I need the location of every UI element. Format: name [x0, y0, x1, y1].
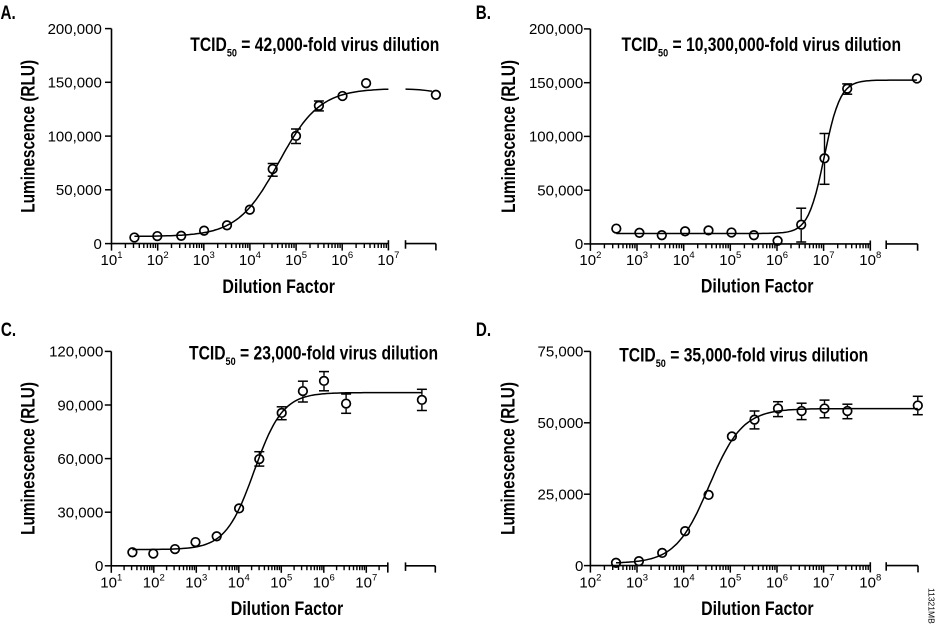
svg-text:100,000: 100,000 — [48, 128, 102, 145]
svg-text:Luminescence (RLU): Luminescence (RLU) — [497, 60, 519, 213]
svg-text:108: 108 — [859, 573, 881, 592]
svg-text:103: 103 — [626, 573, 648, 592]
svg-text:25,000: 25,000 — [538, 487, 584, 504]
svg-text:107: 107 — [355, 573, 377, 592]
svg-text:11321MB: 11321MB — [926, 588, 936, 624]
svg-text:106: 106 — [331, 250, 353, 269]
svg-text:Luminescence (RLU): Luminescence (RLU) — [17, 60, 39, 213]
svg-text:0: 0 — [575, 558, 583, 575]
svg-text:A.: A. — [1, 1, 16, 23]
svg-text:D.: D. — [476, 318, 491, 340]
svg-text:50,000: 50,000 — [56, 182, 102, 199]
svg-text:50,000: 50,000 — [538, 415, 584, 432]
svg-text:105: 105 — [270, 573, 292, 592]
svg-text:105: 105 — [719, 250, 741, 269]
svg-text:102: 102 — [147, 250, 169, 269]
svg-text:0: 0 — [95, 558, 103, 575]
svg-text:120,000: 120,000 — [49, 344, 103, 361]
svg-text:0: 0 — [93, 236, 101, 253]
svg-text:75,000: 75,000 — [538, 344, 584, 361]
svg-text:150,000: 150,000 — [529, 75, 583, 92]
svg-text:106: 106 — [766, 573, 788, 592]
svg-text:108: 108 — [859, 250, 881, 269]
svg-text:150,000: 150,000 — [48, 75, 102, 92]
svg-text:105: 105 — [719, 573, 741, 592]
svg-text:102: 102 — [143, 573, 165, 592]
svg-text:100,000: 100,000 — [529, 129, 583, 146]
svg-text:102: 102 — [579, 573, 601, 592]
svg-text:Luminescence (RLU): Luminescence (RLU) — [17, 382, 39, 535]
svg-text:107: 107 — [813, 250, 835, 269]
svg-text:102: 102 — [579, 250, 601, 269]
svg-text:B.: B. — [476, 1, 491, 23]
svg-text:105: 105 — [285, 250, 307, 269]
svg-text:0: 0 — [575, 236, 583, 253]
svg-text:200,000: 200,000 — [48, 21, 102, 38]
svg-text:Dilution Factor: Dilution Factor — [701, 598, 814, 620]
svg-text:90,000: 90,000 — [57, 397, 103, 414]
svg-text:101: 101 — [100, 573, 122, 592]
svg-text:107: 107 — [377, 250, 399, 269]
svg-text:60,000: 60,000 — [57, 451, 103, 468]
svg-text:107: 107 — [813, 573, 835, 592]
svg-text:103: 103 — [193, 250, 215, 269]
svg-text:200,000: 200,000 — [529, 21, 583, 38]
svg-text:Dilution Factor: Dilution Factor — [701, 275, 814, 297]
svg-text:103: 103 — [626, 250, 648, 269]
svg-text:104: 104 — [673, 573, 695, 592]
svg-text:Dilution Factor: Dilution Factor — [222, 275, 335, 297]
svg-text:104: 104 — [239, 250, 261, 269]
svg-text:106: 106 — [313, 573, 335, 592]
svg-text:C.: C. — [1, 318, 16, 340]
svg-text:50,000: 50,000 — [537, 183, 583, 200]
svg-text:Dilution Factor: Dilution Factor — [231, 597, 344, 619]
svg-text:101: 101 — [101, 250, 123, 269]
svg-text:104: 104 — [673, 250, 695, 269]
svg-text:104: 104 — [228, 573, 250, 592]
svg-text:103: 103 — [185, 573, 207, 592]
svg-text:Luminescence (RLU): Luminescence (RLU) — [497, 382, 519, 535]
svg-text:106: 106 — [766, 250, 788, 269]
svg-text:30,000: 30,000 — [57, 505, 103, 522]
